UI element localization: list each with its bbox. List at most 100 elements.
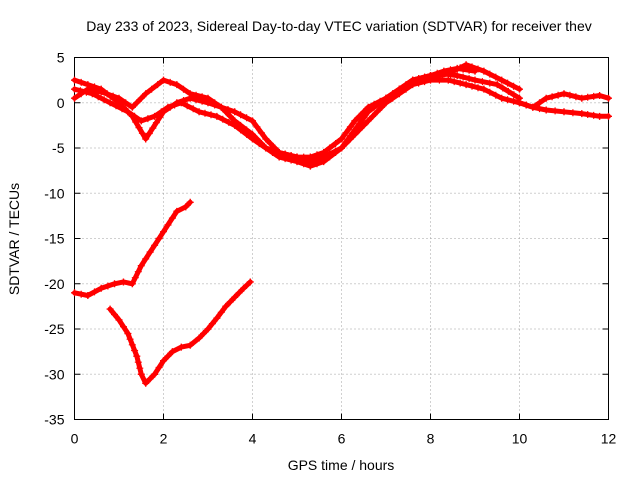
- interpolated-markers: [551, 107, 559, 115]
- interpolated-markers: [342, 123, 354, 137]
- data-point: [516, 85, 523, 93]
- data-point: [338, 144, 345, 152]
- data-point: [195, 108, 203, 116]
- interpolated-markers: [504, 79, 518, 90]
- interpolated-markers: [235, 289, 243, 297]
- data-point: [155, 235, 163, 242]
- data-point: [213, 314, 221, 322]
- interpolated-markers: [217, 308, 225, 316]
- interpolated-markers: [569, 109, 577, 117]
- y-tick-label: -10: [44, 185, 64, 201]
- data-point: [471, 76, 479, 84]
- data-point: [204, 325, 212, 333]
- interpolated-markers: [369, 103, 386, 120]
- interpolated-markers: [342, 135, 354, 147]
- y-tick-label: -25: [44, 321, 64, 337]
- interpolated-markers: [355, 114, 368, 128]
- data-point: [119, 278, 127, 286]
- data-point: [231, 121, 239, 129]
- interpolated-markers: [180, 85, 187, 93]
- data-point: [395, 90, 403, 98]
- data-point: [480, 67, 488, 75]
- data-point: [168, 348, 176, 356]
- interpolated-markers: [133, 94, 145, 107]
- data-point: [128, 103, 136, 111]
- data-point: [137, 370, 145, 378]
- data-point: [177, 99, 185, 107]
- data-point: [146, 248, 154, 256]
- data-point: [164, 103, 172, 111]
- interpolated-markers: [478, 78, 494, 87]
- y-tick-label: 5: [57, 50, 65, 66]
- data-point: [382, 99, 390, 107]
- interpolated-markers: [171, 101, 179, 109]
- interpolated-markers: [200, 330, 207, 337]
- data-point: [173, 81, 181, 89]
- interpolated-markers: [522, 101, 530, 109]
- interpolated-markers: [104, 282, 112, 290]
- interpolated-markers: [91, 83, 98, 91]
- data-point: [128, 280, 136, 288]
- data-point: [137, 262, 145, 270]
- interpolated-markers: [120, 323, 127, 331]
- interpolated-markers: [91, 288, 98, 296]
- x-tick-label: 4: [249, 431, 257, 447]
- interpolated-markers: [77, 78, 85, 86]
- series-track-6: [71, 198, 194, 300]
- data-point: [88, 90, 96, 98]
- data-point: [453, 72, 461, 80]
- data-point: [605, 94, 612, 102]
- interpolated-markers: [146, 375, 154, 383]
- interpolated-markers: [164, 352, 172, 360]
- data-point: [151, 370, 159, 378]
- series-track-7: [106, 278, 254, 387]
- interpolated-markers: [211, 101, 219, 109]
- interpolated-markers: [237, 126, 251, 138]
- data-point: [462, 61, 470, 69]
- data-point: [231, 108, 239, 116]
- interpolated-markers: [584, 111, 598, 119]
- interpolated-markers: [237, 121, 251, 134]
- series-track-4: [516, 90, 612, 111]
- interpolated-markers: [269, 146, 276, 154]
- chart-title: Day 233 of 2023, Sidereal Day-to-day VTE…: [86, 18, 592, 34]
- interpolated-markers: [450, 64, 464, 75]
- interpolated-markers: [201, 109, 215, 119]
- data-point: [351, 130, 359, 138]
- interpolated-markers: [144, 115, 152, 123]
- data-point: [71, 85, 78, 93]
- data-point: [498, 94, 506, 102]
- interpolated-markers: [111, 311, 118, 318]
- y-tick-label: -30: [44, 366, 64, 382]
- series-line: [107, 279, 253, 386]
- data-point: [364, 117, 372, 125]
- data-point: [124, 330, 132, 338]
- data-point: [71, 76, 78, 84]
- interpolated-markers: [131, 112, 139, 120]
- interpolated-markers: [313, 155, 321, 163]
- interpolated-markers: [222, 108, 234, 120]
- interpolated-markers: [255, 140, 263, 147]
- y-tick-label: -20: [44, 276, 64, 292]
- data-point: [106, 99, 114, 107]
- data-point: [444, 76, 452, 84]
- interpolated-markers: [77, 290, 85, 298]
- interpolated-markers: [536, 99, 543, 107]
- data-point: [596, 112, 604, 120]
- data-point: [249, 135, 256, 143]
- interpolated-markers: [566, 91, 580, 101]
- interpolated-markers: [192, 96, 206, 105]
- data-point: [84, 292, 92, 300]
- data-point: [498, 76, 506, 84]
- interpolated-markers: [389, 94, 397, 102]
- data-marks: [71, 61, 612, 387]
- data-point: [231, 293, 239, 301]
- data-point: [204, 99, 212, 107]
- interpolated-markers: [402, 85, 410, 93]
- interpolated-markers: [504, 96, 518, 105]
- series-track-5: [427, 61, 523, 93]
- data-point: [578, 94, 586, 102]
- interpolated-markers: [281, 150, 295, 159]
- data-point: [106, 305, 114, 313]
- y-axis-label: SDTVAR / TECUs: [6, 183, 22, 295]
